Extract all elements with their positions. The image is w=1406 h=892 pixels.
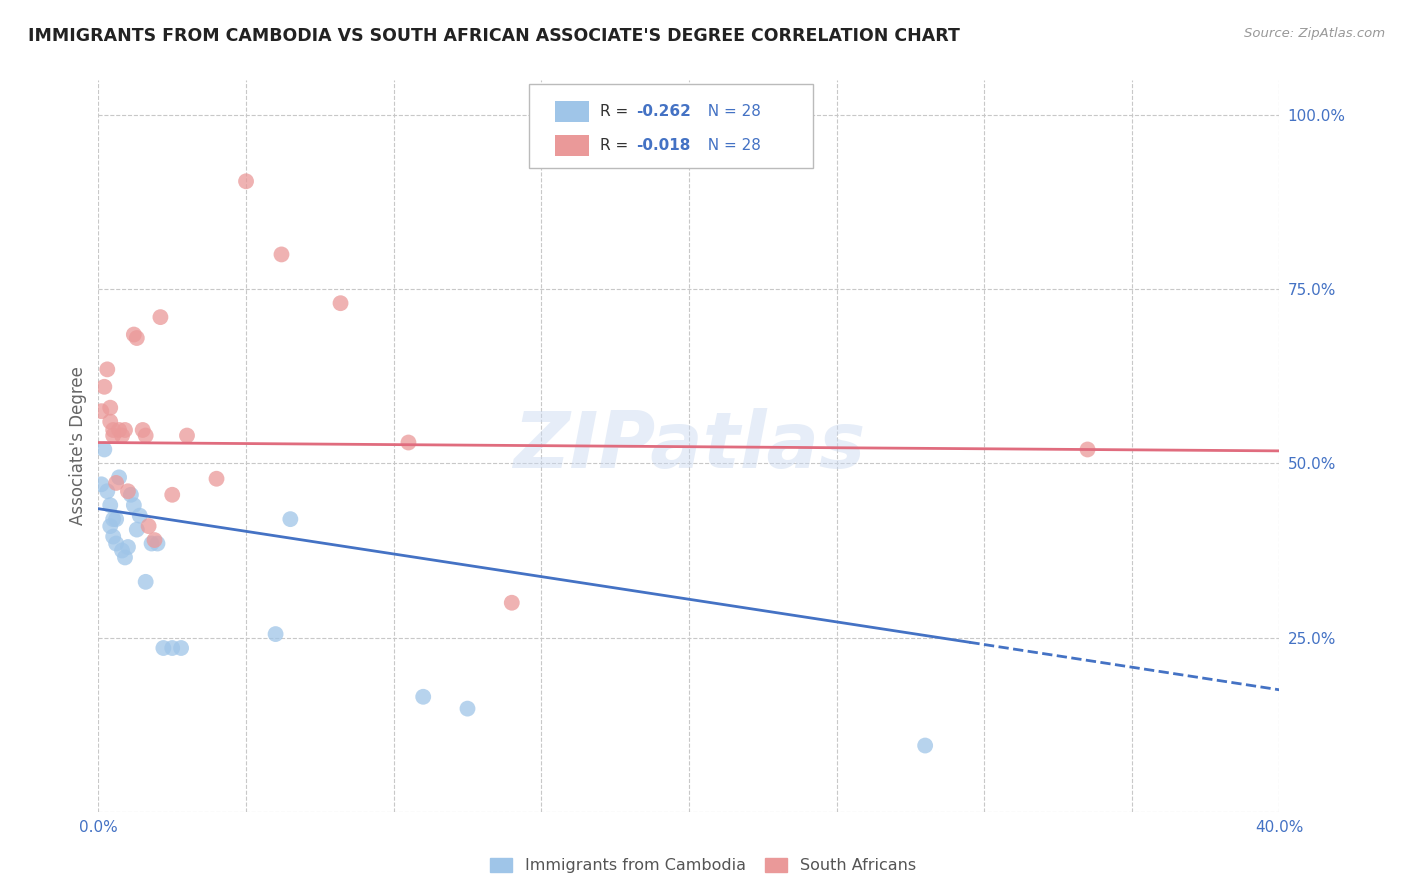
- Y-axis label: Associate's Degree: Associate's Degree: [69, 367, 87, 525]
- Point: [103, 423, 125, 437]
- FancyBboxPatch shape: [555, 102, 589, 122]
- Point: [105, 536, 128, 550]
- Text: R =: R =: [600, 104, 634, 120]
- Point: [114, 423, 136, 437]
- Point: [170, 640, 193, 655]
- Point: [235, 174, 257, 188]
- Point: [122, 327, 145, 342]
- Point: [103, 530, 125, 544]
- Point: [90, 477, 112, 491]
- Text: -0.018: -0.018: [636, 138, 690, 153]
- Point: [117, 540, 139, 554]
- Point: [412, 690, 434, 704]
- Point: [501, 596, 523, 610]
- Point: [162, 640, 183, 655]
- Point: [111, 543, 134, 558]
- Point: [117, 484, 139, 499]
- Text: -0.262: -0.262: [636, 104, 690, 120]
- Point: [1077, 442, 1099, 457]
- Point: [98, 519, 121, 533]
- Point: [105, 512, 128, 526]
- Point: [152, 640, 174, 655]
- Text: R =: R =: [600, 138, 634, 153]
- Point: [264, 627, 287, 641]
- Point: [457, 701, 479, 715]
- Legend: Immigrants from Cambodia, South Africans: Immigrants from Cambodia, South Africans: [484, 851, 922, 880]
- Point: [162, 488, 183, 502]
- Point: [98, 498, 121, 512]
- Point: [105, 475, 128, 490]
- Point: [176, 428, 198, 442]
- Text: IMMIGRANTS FROM CAMBODIA VS SOUTH AFRICAN ASSOCIATE'S DEGREE CORRELATION CHART: IMMIGRANTS FROM CAMBODIA VS SOUTH AFRICA…: [28, 27, 960, 45]
- Text: N = 28: N = 28: [699, 104, 761, 120]
- Point: [114, 550, 136, 565]
- Point: [125, 523, 148, 537]
- Point: [135, 574, 157, 589]
- Point: [125, 331, 148, 345]
- Point: [93, 380, 115, 394]
- Point: [128, 508, 150, 523]
- Point: [141, 536, 163, 550]
- Text: ZIPatlas: ZIPatlas: [513, 408, 865, 484]
- Point: [96, 362, 118, 376]
- Point: [914, 739, 936, 753]
- Point: [103, 428, 125, 442]
- FancyBboxPatch shape: [555, 136, 589, 155]
- Point: [135, 428, 157, 442]
- Point: [98, 415, 121, 429]
- Point: [111, 428, 134, 442]
- Point: [149, 310, 172, 325]
- Point: [98, 401, 121, 415]
- Point: [398, 435, 420, 450]
- Point: [108, 470, 131, 484]
- Point: [122, 498, 145, 512]
- Point: [90, 404, 112, 418]
- Point: [120, 488, 142, 502]
- Text: N = 28: N = 28: [699, 138, 761, 153]
- Point: [96, 484, 118, 499]
- Point: [329, 296, 352, 310]
- Point: [146, 536, 169, 550]
- Point: [138, 519, 160, 533]
- Point: [103, 512, 125, 526]
- Point: [270, 247, 292, 261]
- Text: Source: ZipAtlas.com: Source: ZipAtlas.com: [1244, 27, 1385, 40]
- Point: [108, 423, 131, 437]
- Point: [280, 512, 302, 526]
- FancyBboxPatch shape: [530, 84, 813, 168]
- Point: [93, 442, 115, 457]
- Point: [132, 423, 155, 437]
- Point: [205, 472, 228, 486]
- Point: [143, 533, 166, 547]
